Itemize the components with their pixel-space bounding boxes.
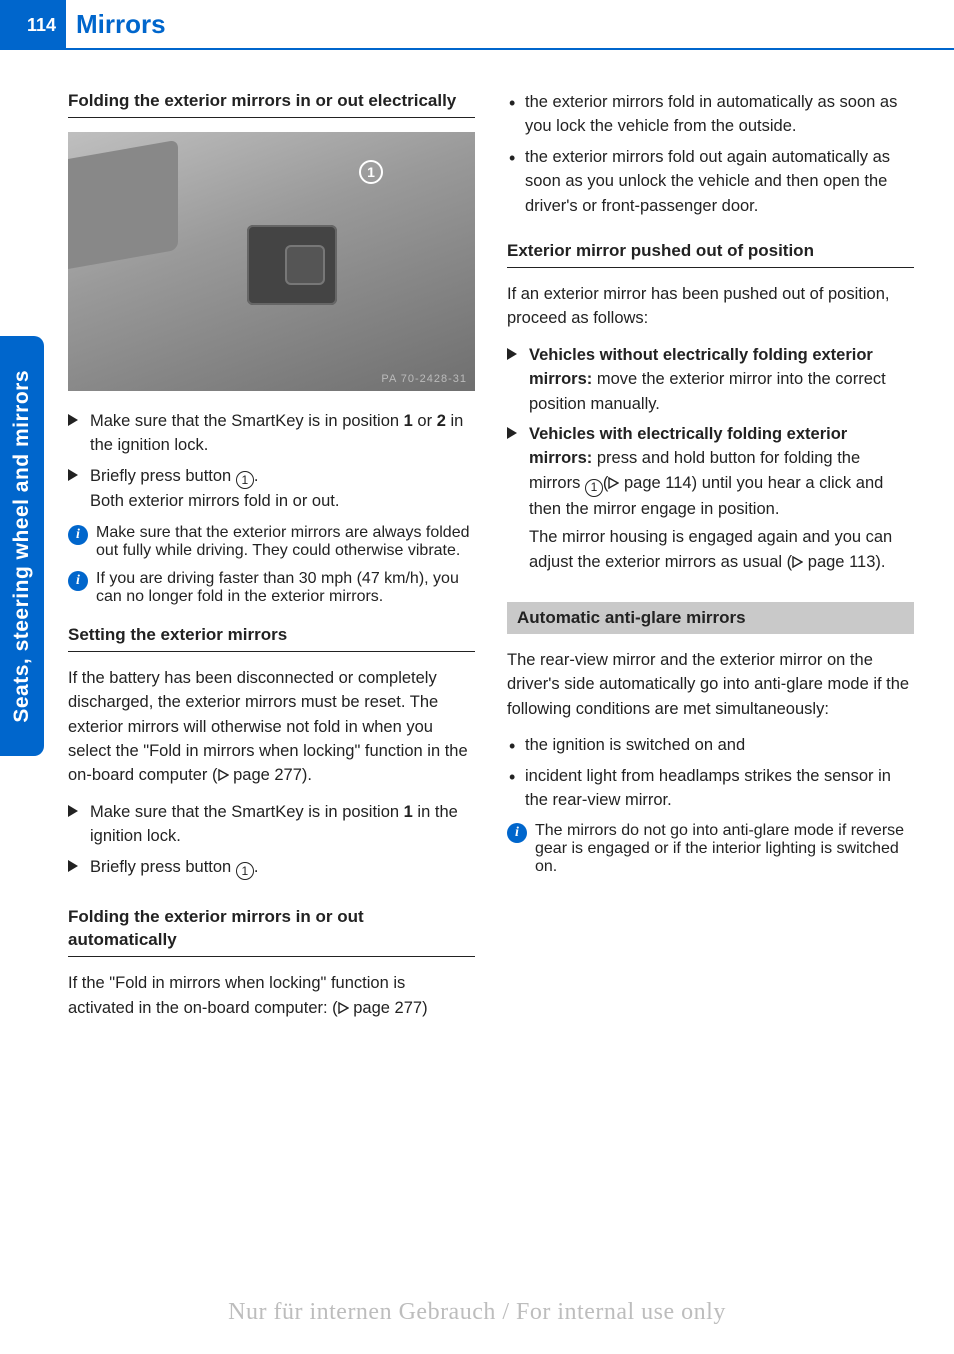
bold: 1 xyxy=(404,412,413,430)
triangle-bullet-icon xyxy=(68,805,78,817)
info-icon: i xyxy=(507,823,527,843)
action-item: Briefly press button 1. xyxy=(68,855,475,881)
bullet-list: the ignition is switched on and incident… xyxy=(507,733,914,812)
bullet-item: incident light from headlamps strikes th… xyxy=(507,764,914,813)
page-ref: page 113 xyxy=(808,553,876,571)
paragraph: If the "Fold in mirrors when locking" fu… xyxy=(68,971,475,1020)
circled-number-icon: 1 xyxy=(236,471,254,489)
right-column: the exterior mirrors fold in automatical… xyxy=(507,90,914,1032)
action-list: Vehicles without electrically folding ex… xyxy=(507,343,914,574)
page-ref-icon xyxy=(608,477,619,489)
paragraph: If an exterior mirror has been pushed ou… xyxy=(507,282,914,331)
heading-rule xyxy=(507,267,914,268)
triangle-bullet-icon xyxy=(68,469,78,481)
paragraph: If the battery has been disconnected or … xyxy=(68,666,475,788)
info-note: i If you are driving faster than 30 mph … xyxy=(68,570,475,606)
info-icon: i xyxy=(68,571,88,591)
text-block: The mirror housing is engaged again and … xyxy=(529,525,914,574)
bullet-list: the exterior mirrors fold in automatical… xyxy=(507,90,914,218)
triangle-bullet-icon xyxy=(68,414,78,426)
figure-callout-1: 1 xyxy=(359,160,383,184)
text: Briefly press button xyxy=(90,467,236,485)
text: . xyxy=(254,858,259,876)
bold: 1 xyxy=(404,803,413,821)
figure-control-panel xyxy=(247,225,337,305)
text: Both exterior mirrors fold in or out. xyxy=(90,489,475,513)
triangle-bullet-icon xyxy=(507,427,517,439)
chapter-tab: Seats, steering wheel and mirrors xyxy=(0,336,44,756)
figure-mirror-shape xyxy=(68,140,178,275)
heading-rule xyxy=(68,651,475,652)
info-text: If you are driving faster than 30 mph (4… xyxy=(96,570,459,605)
action-item: Vehicles without electrically folding ex… xyxy=(507,343,914,416)
bullet-item: the ignition is switched on and xyxy=(507,733,914,757)
page-ref-icon xyxy=(792,556,803,568)
text: Briefly press button xyxy=(90,858,236,876)
text: ). xyxy=(302,766,312,784)
action-item: Make sure that the SmartKey is in positi… xyxy=(68,800,475,849)
triangle-bullet-icon xyxy=(507,348,517,360)
section-heading: Folding the exterior mirrors in or out e… xyxy=(68,90,475,113)
action-list: Make sure that the SmartKey is in positi… xyxy=(68,409,475,514)
text: Make sure that the SmartKey is in positi… xyxy=(90,412,404,430)
shaded-heading: Automatic anti-glare mirrors xyxy=(507,602,914,634)
section-heading: Setting the exterior mirrors xyxy=(68,624,475,647)
heading-rule xyxy=(68,117,475,118)
text: ) xyxy=(422,999,428,1017)
paragraph: The rear-view mirror and the exterior mi… xyxy=(507,648,914,721)
section-heading: Folding the exterior mirrors in or out a… xyxy=(68,906,475,952)
page-number: 114 xyxy=(0,0,66,50)
action-list: Make sure that the SmartKey is in positi… xyxy=(68,800,475,881)
info-text: Make sure that the exterior mirrors are … xyxy=(96,524,469,559)
left-column: Folding the exterior mirrors in or out e… xyxy=(68,90,475,1032)
figure-mirror-controls: 1 PA 70-2428-31 xyxy=(68,132,475,391)
page-ref: page 114 xyxy=(624,474,692,492)
action-item: Make sure that the SmartKey is in positi… xyxy=(68,409,475,458)
info-note: i Make sure that the exterior mirrors ar… xyxy=(68,524,475,560)
circled-number-icon: 1 xyxy=(585,479,603,497)
text: ). xyxy=(875,553,885,571)
page-content: Folding the exterior mirrors in or out e… xyxy=(0,50,954,1032)
bullet-item: the exterior mirrors fold out again auto… xyxy=(507,145,914,218)
text: Make sure that the SmartKey is in positi… xyxy=(90,803,404,821)
info-icon: i xyxy=(68,525,88,545)
figure-watermark: PA 70-2428-31 xyxy=(381,373,467,385)
text: . xyxy=(254,467,259,485)
action-item: Briefly press button 1. Both exterior mi… xyxy=(68,464,475,514)
info-note: i The mirrors do not go into anti-glare … xyxy=(507,822,914,876)
header-title: Mirrors xyxy=(66,0,954,50)
bullet-item: the exterior mirrors fold in automatical… xyxy=(507,90,914,139)
heading-rule xyxy=(68,956,475,957)
page-header: 114 Mirrors xyxy=(0,0,954,50)
text: or xyxy=(413,412,437,430)
triangle-bullet-icon xyxy=(68,860,78,872)
page-ref: page 277 xyxy=(353,999,422,1017)
chapter-tab-label: Seats, steering wheel and mirrors xyxy=(10,370,34,723)
bold: 2 xyxy=(437,412,446,430)
circled-number-icon: 1 xyxy=(236,862,254,880)
page-ref: page 277 xyxy=(233,766,302,784)
page-ref-icon xyxy=(338,1002,349,1014)
section-heading: Exterior mirror pushed out of position xyxy=(507,240,914,263)
action-item: Vehicles with electrically folding exter… xyxy=(507,422,914,574)
page-watermark: Nur für internen Gebrauch / For internal… xyxy=(0,1299,954,1326)
page-ref-icon xyxy=(218,769,229,781)
info-text: The mirrors do not go into anti-glare mo… xyxy=(535,822,904,875)
